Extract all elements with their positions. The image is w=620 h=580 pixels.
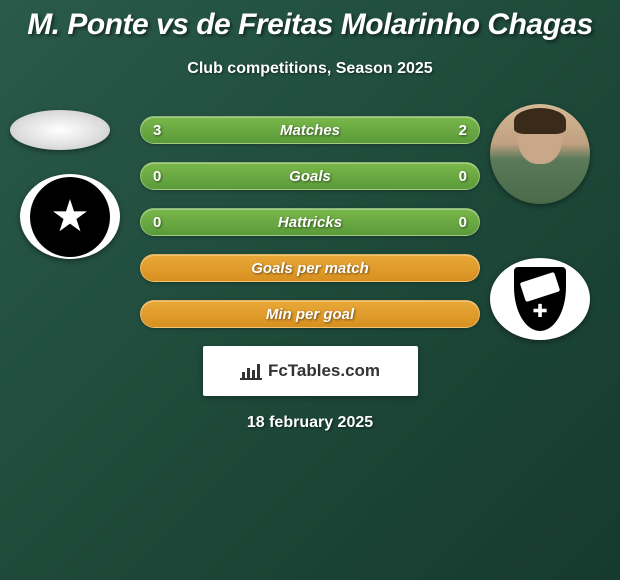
club-left-crest-icon [30,177,110,257]
comparison-subtitle: Club competitions, Season 2025 [0,60,620,78]
comparison-content: 3 Matches 2 0 Goals 0 0 Hattricks 0 Goal… [0,116,620,432]
stat-right-goals: 0 [459,168,467,185]
stat-right-hattricks: 0 [459,214,467,231]
stat-bar-gpm: Goals per match [140,254,480,282]
stat-right-matches: 2 [459,122,467,139]
stat-label-hattricks: Hattricks [278,214,342,231]
stat-label-goals: Goals [289,168,331,185]
stat-bar-matches: 3 Matches 2 [140,116,480,144]
watermark-chart-icon [240,362,262,380]
player-left-avatar [10,110,110,150]
stat-label-mpg: Min per goal [266,306,354,323]
stat-left-matches: 3 [153,122,161,139]
player-right-avatar [490,104,590,204]
comparison-title: M. Ponte vs de Freitas Molarinho Chagas [0,0,620,42]
stat-bar-mpg: Min per goal [140,300,480,328]
club-right-crest-icon [510,263,570,335]
club-left-crest [20,174,120,259]
stat-left-goals: 0 [153,168,161,185]
stat-left-hattricks: 0 [153,214,161,231]
stat-bar-goals: 0 Goals 0 [140,162,480,190]
footer-date: 18 february 2025 [0,414,620,432]
club-right-crest [490,258,590,340]
watermark: FcTables.com [203,346,418,396]
stat-bar-hattricks: 0 Hattricks 0 [140,208,480,236]
stat-label-matches: Matches [280,122,340,139]
stat-label-gpm: Goals per match [251,260,369,277]
watermark-text: FcTables.com [268,361,380,381]
